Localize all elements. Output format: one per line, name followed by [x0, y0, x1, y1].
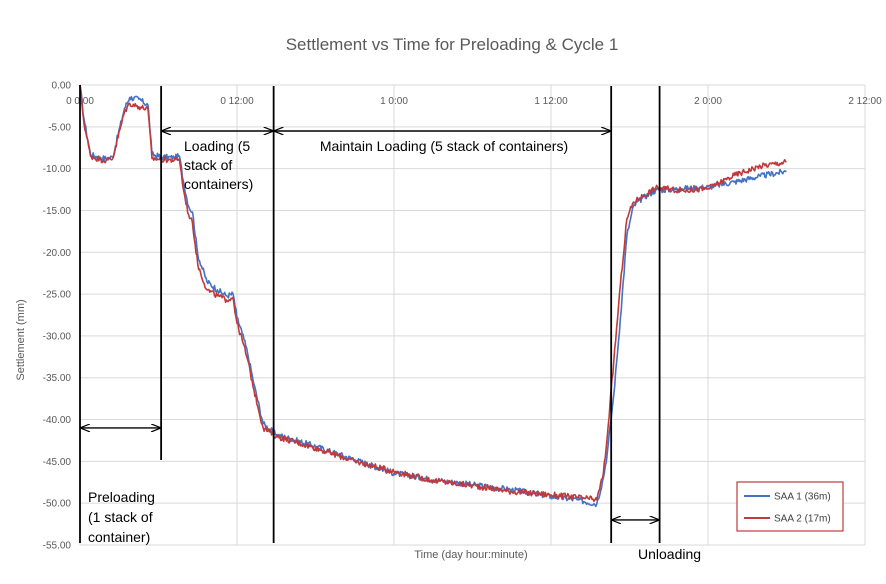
x-axis-label: Time (day hour:minute) [414, 549, 527, 561]
annotation-maintain: Maintain Loading (5 stack of containers) [320, 138, 568, 154]
x-tick-label: 2 0:00 [694, 96, 722, 107]
x-axis: 0 0:00 0 12:00 1 0:00 1 12:00 2 0:00 2 12:00 [66, 96, 882, 107]
phase-annotations: Preloading (1 stack of container) Loading (… [88, 138, 701, 562]
phase-arrows [81, 131, 659, 520]
y-axis: 0.00 -5.00 -10.00 -15.00 -20.00 -25.00 -30.00 -… [43, 81, 72, 552]
legend: SAA 1 (36m) SAA 2 (17m) [736, 481, 844, 532]
annotation-preloading: Preloading [88, 489, 155, 505]
x-tick-label: 1 0:00 [380, 96, 408, 107]
y-tick-label: -10.00 [43, 164, 72, 175]
x-tick-label: 0 12:00 [220, 96, 254, 107]
legend-label: SAA 2 (17m) [774, 514, 831, 525]
x-tick-label: 1 12:00 [534, 96, 568, 107]
y-tick-label: -55.00 [43, 541, 72, 552]
annotation-unloading: Unloading [638, 546, 701, 562]
y-tick-label: -40.00 [43, 415, 72, 426]
y-tick-label: -30.00 [43, 331, 72, 342]
annotation-preloading: container) [88, 529, 150, 545]
y-tick-label: -35.00 [43, 373, 72, 384]
y-tick-label: -15.00 [43, 206, 72, 217]
chart-title: Settlement vs Time for Preloading & Cycl… [286, 35, 619, 54]
y-tick-label: -5.00 [48, 122, 71, 133]
legend-label: SAA 1 (36m) [774, 492, 831, 503]
annotation-loading: stack of [184, 157, 232, 173]
y-axis-label: Settlement (mm) [15, 299, 27, 380]
data-series [79, 84, 787, 508]
series-line-2 [79, 84, 787, 503]
annotation-loading: Loading (5 [184, 138, 250, 154]
x-tick-label: 2 12:00 [848, 96, 882, 107]
y-tick-label: -20.00 [43, 248, 72, 259]
y-tick-label: 0.00 [52, 81, 72, 92]
legend-box [736, 481, 844, 532]
y-tick-label: -45.00 [43, 457, 72, 468]
y-tick-label: -25.00 [43, 290, 72, 301]
phase-lines [79, 85, 661, 543]
gridlines [79, 84, 866, 546]
annotation-preloading: (1 stack of [88, 509, 153, 525]
y-tick-label: -50.00 [43, 499, 72, 510]
annotation-loading: containers) [184, 176, 253, 192]
